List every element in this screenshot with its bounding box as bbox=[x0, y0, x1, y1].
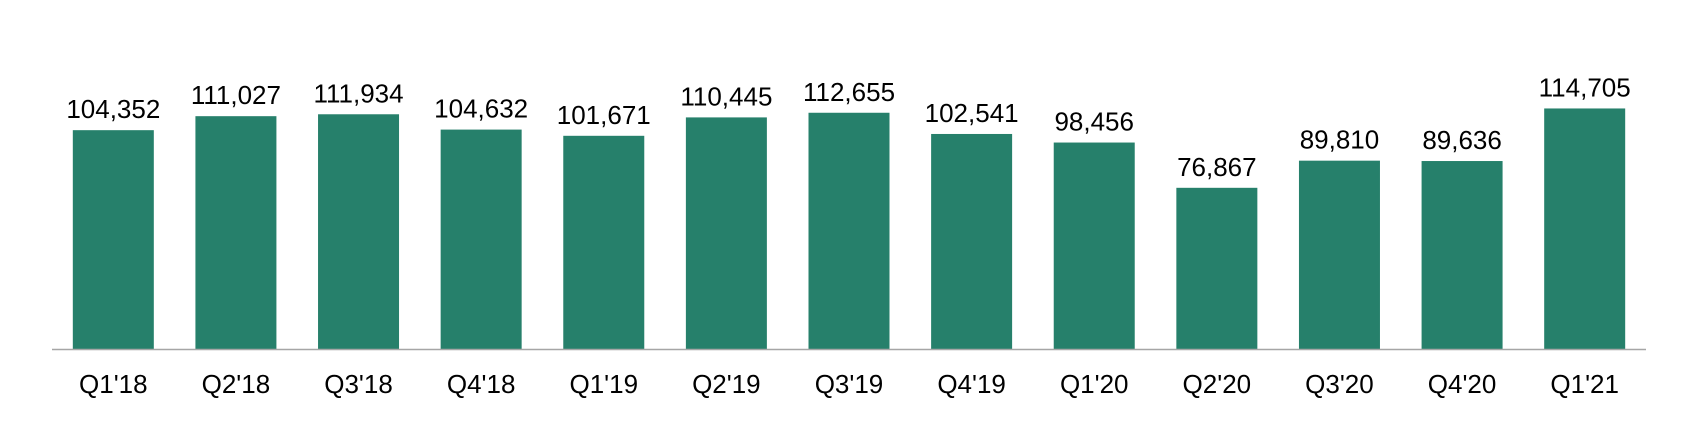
bar-Q3'20 bbox=[1298, 160, 1380, 349]
bar-Q1'18 bbox=[72, 130, 154, 349]
x-tick-label-Q1'21: Q1'21 bbox=[1550, 369, 1619, 399]
data-label-Q3'20: 89,810 bbox=[1300, 125, 1380, 155]
data-label-Q4'19: 102,541 bbox=[925, 98, 1019, 128]
bar-Q4'18 bbox=[440, 129, 522, 349]
x-tick-label-Q1'19: Q1'19 bbox=[569, 369, 638, 399]
bar-Q1'20 bbox=[1053, 142, 1135, 349]
bar-Q3'19 bbox=[808, 112, 890, 349]
x-tick-label-Q2'19: Q2'19 bbox=[692, 369, 761, 399]
data-label-Q2'20: 76,867 bbox=[1177, 152, 1257, 182]
x-tick-label-Q1'20: Q1'20 bbox=[1060, 369, 1129, 399]
x-tick-label-Q2'20: Q2'20 bbox=[1183, 369, 1252, 399]
bar-Q4'19 bbox=[931, 133, 1013, 349]
bar-Q3'18 bbox=[318, 114, 400, 350]
x-tick-label-Q2'18: Q2'18 bbox=[202, 369, 271, 399]
bar-Q2'20 bbox=[1176, 187, 1258, 349]
x-tick-label-Q1'18: Q1'18 bbox=[79, 369, 148, 399]
data-label-Q1'21: 114,705 bbox=[1539, 72, 1631, 102]
x-tick-label-Q4'19: Q4'19 bbox=[937, 369, 1006, 399]
bar-Q1'21 bbox=[1544, 108, 1626, 350]
bar-Q4'20 bbox=[1421, 161, 1503, 349]
data-label-Q3'18: 111,934 bbox=[313, 78, 403, 108]
data-label-Q3'19: 112,655 bbox=[803, 77, 895, 107]
data-label-Q2'19: 110,445 bbox=[680, 81, 772, 111]
data-label-Q2'18: 111,027 bbox=[191, 80, 281, 110]
x-tick-label-Q3'19: Q3'19 bbox=[815, 369, 884, 399]
bar-Q2'19 bbox=[685, 117, 767, 350]
x-tick-label-Q3'20: Q3'20 bbox=[1305, 369, 1374, 399]
data-label-Q1'19: 101,671 bbox=[557, 100, 651, 130]
value-labels-layer: 104,352 111,027 111,934 104,632 101,671 110,4… bbox=[66, 72, 1630, 181]
data-label-Q4'20: 89,636 bbox=[1422, 125, 1502, 155]
x-tick-label-Q3'18: Q3'18 bbox=[324, 369, 393, 399]
x-tick-labels-layer: Q1'18 Q2'18 Q3'18 Q4'18 Q1'19 Q2'19 Q3'19 Q4'19… bbox=[79, 369, 1619, 399]
data-label-Q1'18: 104,352 bbox=[66, 94, 160, 124]
bar-Q2'18 bbox=[195, 116, 277, 350]
x-tick-label-Q4'20: Q4'20 bbox=[1428, 369, 1497, 399]
data-label-Q4'18: 104,632 bbox=[434, 94, 528, 124]
bar-Q1'19 bbox=[563, 135, 645, 349]
data-label-Q1'20: 98,456 bbox=[1054, 107, 1134, 137]
bars-layer bbox=[72, 108, 1626, 350]
x-tick-label-Q4'18: Q4'18 bbox=[447, 369, 516, 399]
